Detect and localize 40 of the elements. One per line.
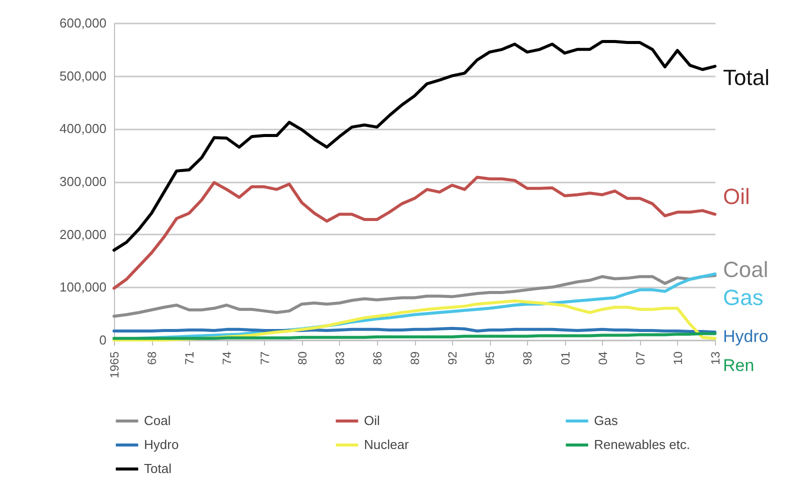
x-tick-label: 83 [332,351,347,365]
legend-label: Nuclear [364,437,410,452]
x-tick-label: 98 [520,351,535,365]
legend-label: Renewables etc. [594,437,690,452]
legend-label: Gas [594,413,618,428]
y-tick-label: 600,000 [60,16,106,30]
x-tick-label: 86 [370,351,384,365]
text: Gas [723,285,764,310]
x-tick-label: 1965 [108,351,122,378]
text: Ren [723,356,754,375]
x-tick-label: 10 [670,351,685,365]
x-tick-label: 89 [408,351,422,365]
x-tick-label: 92 [446,351,460,365]
x-tick-label: 13 [708,351,722,365]
text: Total [723,65,770,90]
line-series [112,274,716,318]
y-tick-label: 200,000 [60,226,106,242]
text: Oil [723,184,750,209]
x-tick-label: 74 [220,351,234,365]
legend-label: Oil [364,413,380,428]
x-tick-label: 01 [558,351,572,365]
x-tick-label: 77 [258,351,272,365]
x-tick-label: 71 [182,351,197,365]
y-tick-label: 400,000 [60,121,106,136]
legend-label: Total [144,461,172,476]
x-tick-label: 80 [295,351,310,365]
legend-label: Coal [144,413,171,428]
x-tick-label: 04 [596,351,610,365]
legend-label: Hydro [144,437,179,452]
text: Coal [723,257,768,282]
x-tick-label: 95 [483,351,498,365]
y-tick-label: 0 [99,332,106,348]
text: Hydro [723,327,768,346]
y-tick-label: 100,000 [60,280,106,295]
x-tick-label: 68 [145,351,160,365]
y-tick-label: 500,000 [60,68,106,84]
line-series [112,40,716,252]
x-tick-label: 07 [633,351,648,365]
y-tick-label: 300,000 [60,174,106,189]
line-series [112,176,716,290]
